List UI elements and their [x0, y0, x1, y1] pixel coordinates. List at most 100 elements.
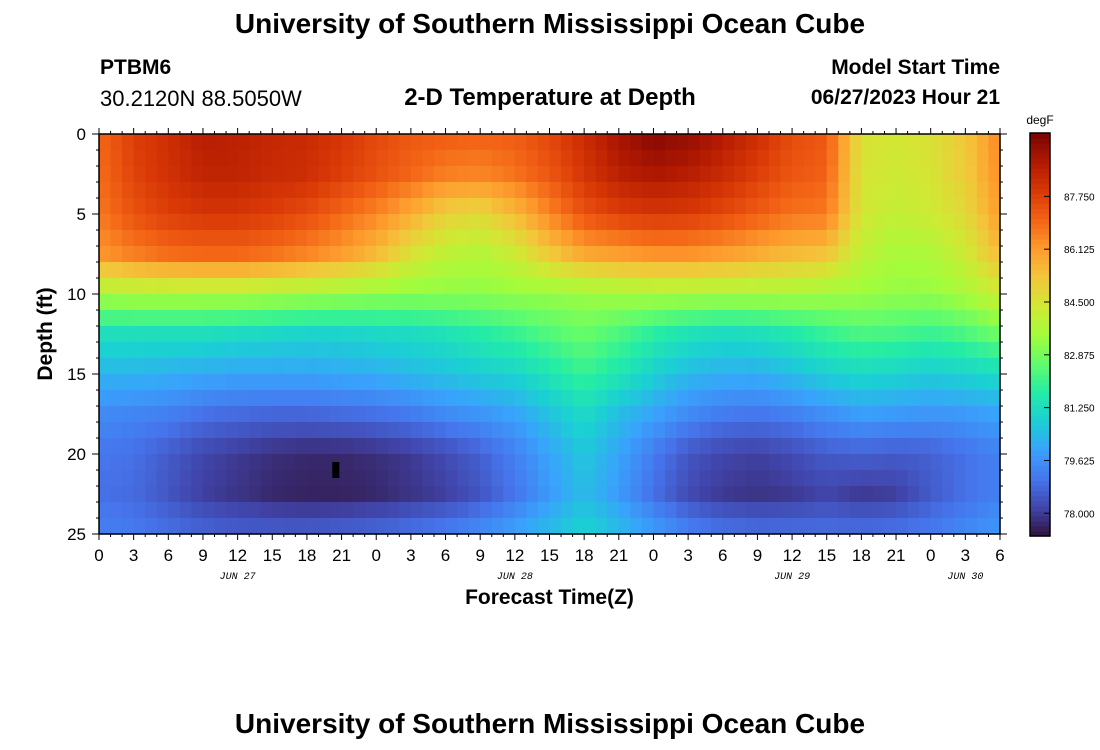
heatmap-cell: [688, 278, 701, 295]
heatmap-cell: [457, 326, 470, 343]
heatmap-cell: [930, 198, 943, 215]
heatmap-cell: [884, 294, 897, 311]
heatmap-cell: [364, 358, 377, 375]
colorbar-segment: [1030, 228, 1050, 235]
heatmap-cell: [272, 166, 285, 183]
heatmap-cell: [295, 246, 308, 263]
heatmap-cell: [202, 438, 216, 455]
heatmap-cell: [688, 182, 701, 199]
heatmap-cell: [803, 150, 816, 167]
heatmap-cell: [537, 230, 551, 247]
heatmap-cell: [226, 198, 239, 215]
heatmap-cell: [341, 486, 354, 503]
heatmap-cell: [572, 406, 585, 423]
heatmap-cell: [156, 198, 169, 215]
heatmap-cell: [168, 246, 181, 263]
heatmap-cell: [607, 438, 620, 455]
heatmap-cell: [376, 422, 389, 439]
heatmap-cell: [734, 374, 747, 391]
heatmap-cell: [341, 470, 354, 487]
heatmap-cell: [353, 486, 366, 503]
heatmap-cell: [168, 422, 181, 439]
heatmap-cell: [99, 150, 112, 167]
colorbar-segment: [1030, 369, 1050, 376]
heatmap-cell: [907, 390, 920, 407]
heatmap-cell: [641, 374, 655, 391]
heatmap-cell: [191, 342, 204, 359]
colorbar-unit: degF: [1026, 113, 1053, 127]
heatmap-cell: [341, 278, 354, 295]
heatmap-cell: [353, 390, 366, 407]
heatmap-cell: [930, 246, 943, 263]
heatmap-cell: [445, 422, 458, 439]
heatmap-cell: [387, 294, 400, 311]
heatmap-cell: [399, 262, 412, 279]
heatmap-cell: [353, 502, 366, 519]
heatmap-cell: [295, 486, 308, 503]
heatmap-cell: [272, 502, 285, 519]
heatmap-cell: [549, 422, 562, 439]
x-tick-label: 0: [371, 546, 380, 565]
heatmap-cell: [676, 278, 689, 295]
x-tick-label: 0: [926, 546, 935, 565]
heatmap-cell: [237, 486, 250, 503]
heatmap-cell: [295, 310, 308, 327]
heatmap-cell: [711, 470, 724, 487]
heatmap-cell: [295, 406, 308, 423]
colorbar-segment: [1030, 279, 1050, 285]
heatmap-cell: [561, 278, 574, 295]
heatmap-cell: [826, 214, 839, 231]
heatmap-cell: [376, 470, 389, 487]
heatmap-cell: [249, 230, 262, 247]
heatmap-cell: [907, 150, 920, 167]
heatmap-cell: [780, 438, 793, 455]
heatmap-cell: [226, 150, 239, 167]
heatmap-cell: [133, 166, 146, 183]
heatmap-cell: [283, 502, 296, 519]
heatmap-cell: [953, 422, 966, 439]
heatmap-cell: [537, 438, 551, 455]
heatmap-cell: [133, 310, 146, 327]
heatmap-cell: [179, 422, 193, 439]
colorbar-segment: [1030, 334, 1050, 341]
heatmap-cell: [364, 134, 377, 151]
heatmap-cell: [133, 502, 146, 519]
heatmap-cell: [861, 374, 874, 391]
heatmap-cell: [214, 406, 227, 423]
heatmap-cell: [387, 182, 400, 199]
heatmap-cell: [953, 262, 966, 279]
heatmap-cell: [237, 278, 250, 295]
heatmap-cell: [953, 502, 966, 519]
heatmap-cell: [838, 326, 851, 343]
heatmap-cell: [422, 198, 435, 215]
heatmap-cell: [399, 422, 412, 439]
heatmap-cell: [953, 470, 966, 487]
heatmap-cell: [584, 342, 597, 359]
heatmap-cell: [942, 326, 955, 343]
heatmap-cell: [110, 246, 123, 263]
heatmap-cell: [699, 502, 712, 519]
heatmap-cell: [665, 486, 678, 503]
x-tick-label: 18: [575, 546, 594, 565]
heatmap-cell: [653, 342, 666, 359]
colorbar-segment: [1030, 138, 1050, 144]
colorbar-segment: [1030, 500, 1050, 507]
heatmap-cell: [145, 166, 158, 183]
heatmap-cell: [468, 166, 481, 183]
heatmap-cell: [537, 390, 551, 407]
heatmap-cell: [526, 438, 539, 455]
x-tick-label: 15: [817, 546, 836, 565]
heatmap-cell: [110, 278, 123, 295]
heatmap-cell: [988, 422, 1001, 439]
heatmap-cell: [145, 406, 158, 423]
heatmap-cell: [849, 454, 862, 471]
heatmap-cell: [376, 150, 389, 167]
heatmap-cell: [849, 358, 862, 375]
heatmap-cell: [884, 470, 897, 487]
heatmap-cell: [711, 438, 724, 455]
heatmap-cell: [318, 294, 331, 311]
heatmap-cell: [410, 486, 424, 503]
heatmap-cell: [803, 422, 816, 439]
heatmap-cell: [792, 406, 805, 423]
heatmap-cell: [584, 518, 597, 535]
